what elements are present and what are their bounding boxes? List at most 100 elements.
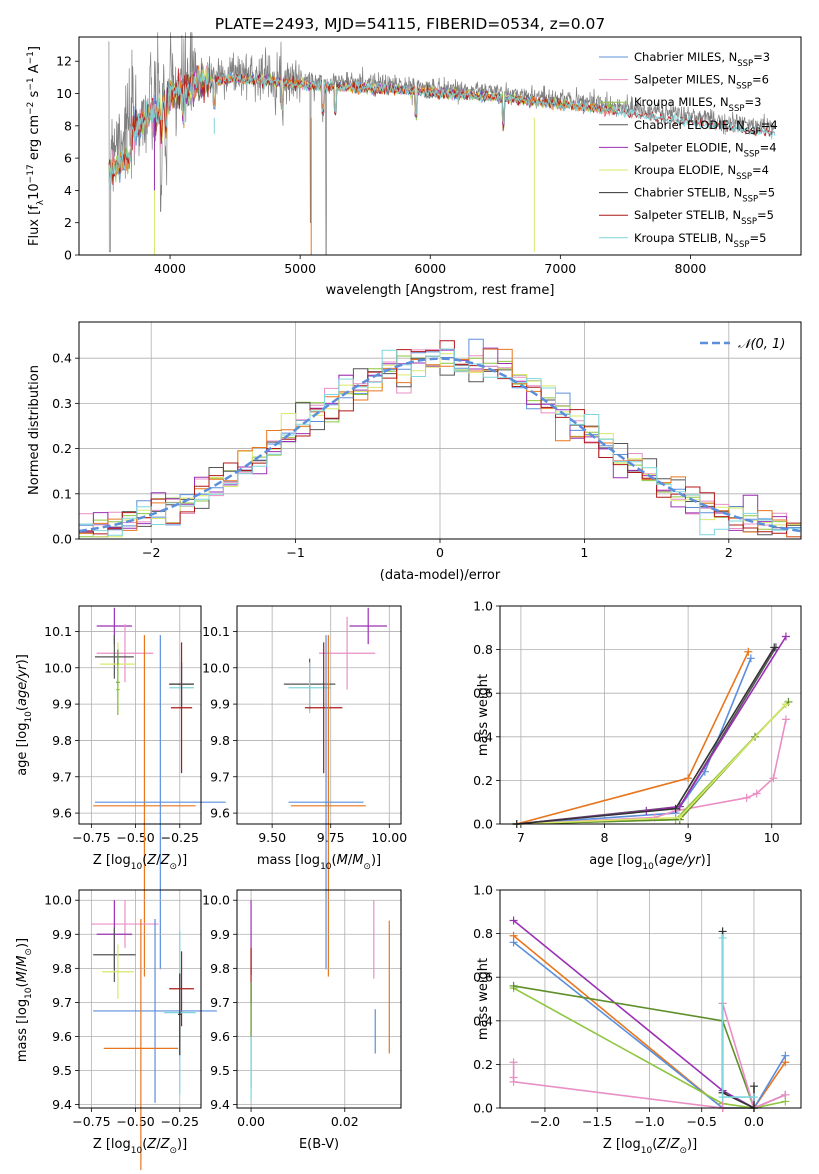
label-part: Z [log [603,1137,641,1152]
label-part: ( [654,853,659,868]
label-part: mass [log [15,999,30,1062]
x-tick-label: −1.5 [582,1114,612,1129]
label-part: −2 [26,102,36,115]
label-part: s [27,90,42,101]
axes-frame [499,889,802,1109]
legend-entry-4: Salpeter ELODIE, NSSP=4 [634,140,777,159]
label-part: 10 [24,711,34,723]
x-tick-label: −1 [286,545,304,560]
label-part: / [666,1137,671,1152]
mass-vs-ebv-xlabel: E(B-V) [299,1137,339,1152]
weight_vs_age-marker-2-6 [781,715,790,724]
label-part: mass [log [257,853,320,868]
y-tick-label: 9.8 [210,961,230,976]
label-part: Z [160,853,171,868]
observed-spectrum [108,32,776,256]
label-part: 10 [320,862,332,872]
label-part: )] [701,853,711,868]
x-tick-label: 1 [580,545,588,560]
legend-suffix: =3 [744,95,761,109]
label-part: )] [687,1137,697,1152]
weight_vs_age-marker-1-1 [684,774,693,783]
axes-frame [236,605,402,825]
x-tick-label: −0.25 [161,1114,199,1129]
legend-suffix: =5 [757,208,774,222]
y-tick-label: 10.1 [202,624,230,639]
weight_vs_z-marker-0-0 [509,916,518,925]
weight_vs_z-marker-7-0 [718,933,727,942]
y-tick-label: 10.0 [202,893,230,908]
spectrum-axes [75,60,691,259]
label-part: λ [36,199,46,205]
label-part: Z [log [93,1137,131,1152]
residual-xlabel: (data-model)/error [380,568,501,583]
x-tick-label: 7000 [544,261,576,276]
label-part: 10 [131,862,143,872]
y-tick-label: 9.6 [210,806,230,821]
legend-sub: SSP [737,59,753,69]
axes-frame [236,889,402,1109]
y-tick-label: 9.7 [210,769,230,784]
label-part: 10 [131,1146,143,1156]
x-tick-label: 8000 [675,261,707,276]
y-tick-label: 9.9 [210,697,230,712]
legend-name: Kroupa ELODIE, N [634,163,736,177]
y-tick-label: 0 [64,248,72,263]
weight_vs_z-line-4 [513,985,755,1109]
weight_vs_age-line-3 [516,703,787,825]
label-part: Flux [f [27,205,42,246]
label-part: ⊙ [24,948,34,956]
y-tick-label: 1.0 [473,599,493,614]
weight_vs_z-marker-5-2 [509,1077,518,1086]
weight_vs_z-marker-5-0 [509,1058,518,1067]
y-tick-label: 10.0 [202,660,230,675]
legend-name: Salpeter MILES, N [634,73,736,87]
legend-sub: SSP [745,127,761,137]
label-part: 10 [641,1146,653,1156]
y-tick-label: 0.2 [473,773,493,788]
legend-name: Chabrier STELIB, N [634,186,742,200]
x-tick-label: 0.02 [331,1114,359,1129]
legend-sub: SSP [744,149,760,159]
y-tick-label: 2 [64,215,72,230]
weight_vs_age-marker-1-2 [744,647,753,656]
x-tick-label: 8 [601,830,609,845]
legend-sub: SSP [736,82,752,92]
legend-name: Kroupa MILES, N [634,95,729,109]
spectrum-xlabel: wavelength [Angstrom, rest frame] [326,283,555,298]
label-part: ( [15,706,30,711]
label-part: / [15,966,30,971]
weight-vs-age-xlabel: age [log10(age/yr)] [589,853,711,872]
x-tick-label: −2.0 [530,1114,560,1129]
weight_vs_age-marker-0-3 [746,654,755,663]
y-tick-label: 9.7 [52,995,72,1010]
mass_vs_ebv-axes [233,890,401,1112]
y-tick-label: 9.8 [52,961,72,976]
y-tick-label: 0.0 [473,817,493,832]
x-tick-label: −0.50 [116,830,154,845]
y-tick-label: 9.9 [52,697,72,712]
spectrum-title: PLATE=2493, MJD=54115, FIBERID=0534, z=0… [215,15,605,33]
legend-entry-2: Kroupa MILES, NSSP=3 [634,95,761,114]
y-tick-label: 1.0 [473,883,493,898]
y-tick-label: 0.1 [52,486,72,501]
label-part: Z [656,1137,667,1152]
label-part: / [156,853,161,868]
legend-sub: SSP [741,217,757,227]
label-part: M [15,956,30,967]
residual-histogram-8 [79,348,801,536]
y-tick-label: 0.0 [52,532,72,547]
weight_vs_age-marker-2-3 [742,793,751,802]
weight_vs_z-line-3 [513,987,786,1109]
age_vs_z-axes [75,606,201,828]
label-part: 10 [642,862,654,872]
legend-entry-8: Kroupa STELIB, NSSP=5 [634,231,766,250]
label-part: ( [142,1137,147,1152]
label-part: )] [177,1137,187,1152]
gaussian-curve [78,357,802,533]
mass-vs-z-ylabel: mass [log10(M/M⊙)] [15,938,34,1062]
x-tick-label: 0 [436,545,444,560]
x-tick-label: −1.0 [634,1114,664,1129]
gaussian-legend-label: 𝒩(0, 1) [738,337,785,352]
